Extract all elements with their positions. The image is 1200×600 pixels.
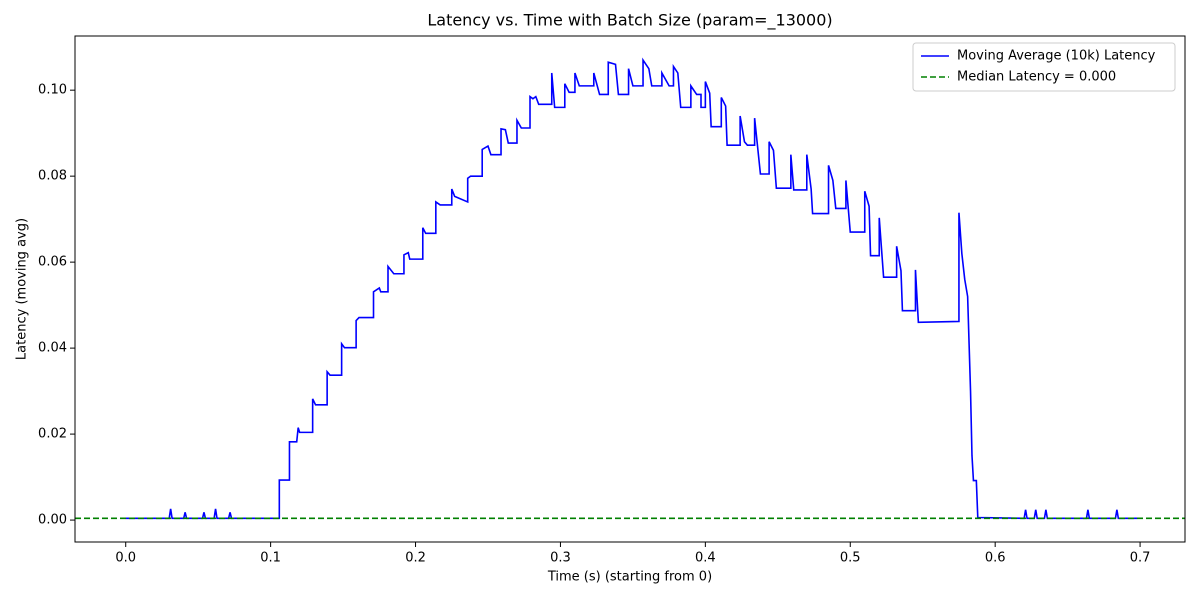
y-tick-label: 0.04: [38, 341, 67, 356]
plot-frame: [74, 35, 1186, 543]
x-tick-label: 0.0: [115, 551, 136, 566]
x-tick-label: 0.6: [985, 551, 1006, 566]
x-tick-label: 0.2: [405, 551, 426, 566]
x-tick-label: 0.1: [260, 551, 281, 566]
y-tick-label: 0.00: [38, 513, 67, 528]
x-tick-label: 0.5: [840, 551, 861, 566]
y-tick-label: 0.06: [38, 255, 67, 270]
x-tick-label: 0.7: [1130, 551, 1151, 566]
chart-title: Latency vs. Time with Batch Size (param=…: [427, 11, 832, 31]
x-tick-label: 0.4: [695, 551, 716, 566]
data-line: [125, 57, 1138, 520]
x-tick-label: 0.3: [550, 551, 571, 566]
y-tick-label: 0.10: [38, 83, 67, 98]
y-axis-label: Latency (moving avg): [15, 218, 30, 360]
legend-label: Median Latency = 0.000: [957, 70, 1116, 85]
x-axis-label: Time (s) (starting from 0): [547, 570, 712, 585]
y-tick-label: 0.08: [38, 169, 67, 184]
legend-label: Moving Average (10k) Latency: [957, 49, 1156, 64]
y-tick-label: 0.02: [38, 427, 67, 442]
legend-box: [912, 42, 1176, 92]
